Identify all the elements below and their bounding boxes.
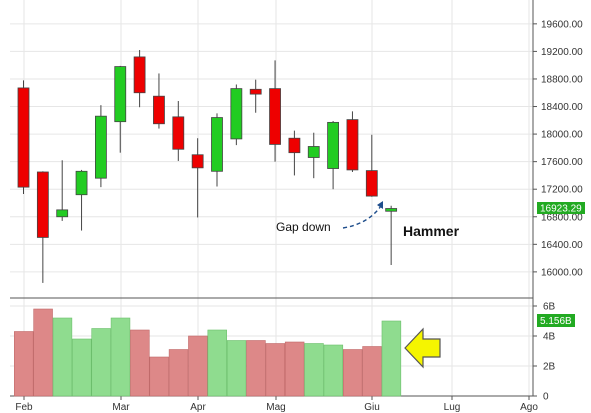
volume-bar <box>362 346 382 397</box>
volume-bar <box>91 328 111 397</box>
candle-body <box>288 137 301 154</box>
volume-bar <box>381 320 402 397</box>
volume-series <box>14 308 402 397</box>
volume-bar <box>342 349 363 397</box>
axes-frame <box>10 0 534 397</box>
candle-body <box>75 170 88 196</box>
candle-body <box>17 87 30 188</box>
volume-axis: 0 2B 4B 6B <box>533 302 556 403</box>
volume-bar <box>14 331 34 397</box>
volume-bar <box>226 340 247 397</box>
price-tick-label: 17200.00 <box>541 185 583 196</box>
last-price-label: 16923.29 <box>540 204 582 215</box>
time-tick-label: Mar <box>112 402 130 413</box>
volume-bar <box>304 343 324 397</box>
candle-body <box>95 115 107 179</box>
hammer-label: Hammer <box>403 223 460 239</box>
time-tick-label: Apr <box>190 402 206 413</box>
gap-down-label: Gap down <box>276 220 331 234</box>
volume-bar <box>284 341 305 397</box>
candle-body <box>269 88 281 145</box>
volume-bar <box>130 329 150 397</box>
candle-body <box>172 116 185 150</box>
candle-body <box>249 88 262 95</box>
volume-tick-label: 4B <box>543 332 556 343</box>
volume-bar <box>72 338 92 397</box>
price-tick-label: 19200.00 <box>541 47 583 58</box>
volume-bar <box>168 349 189 397</box>
price-tick-label: 16400.00 <box>541 240 583 251</box>
volume-tick-label: 6B <box>543 302 556 313</box>
candle-body <box>114 66 127 123</box>
candle-body <box>56 209 69 218</box>
time-tick-label: Mag <box>266 402 285 413</box>
volume-tick-label: 2B <box>543 362 556 373</box>
gap-arrow <box>342 205 382 229</box>
time-tick-label: Lug <box>444 402 461 413</box>
volume-bar <box>110 317 131 397</box>
time-tick-label: Giu <box>364 402 380 413</box>
time-tick-label: Feb <box>15 402 33 413</box>
price-tick-label: 18000.00 <box>541 130 583 141</box>
price-tick-label: 18800.00 <box>541 74 583 85</box>
volume-bar <box>323 344 344 397</box>
grid <box>10 0 533 397</box>
time-tick-label: Ago <box>520 402 538 413</box>
price-tick-label: 17600.00 <box>541 157 583 168</box>
candle-body <box>36 171 49 238</box>
last-volume-badge-bg <box>537 314 575 327</box>
time-axis: Feb Mar Apr Mag Giu Lug Ago <box>15 396 538 413</box>
price-tick-label: 16800.00 <box>541 212 583 223</box>
volume-bar <box>52 317 73 397</box>
candle-body <box>327 121 340 169</box>
volume-tick-label: 0 <box>543 392 549 403</box>
volume-bar <box>188 335 208 397</box>
last-price-badge-bg <box>537 202 585 214</box>
candle-body <box>385 208 398 212</box>
candle-body <box>307 146 320 158</box>
volume-bar <box>265 343 286 397</box>
candle-body <box>153 95 165 125</box>
last-price-badge: 16923.29 <box>537 202 585 215</box>
volume-bar <box>207 329 227 397</box>
candle-body <box>191 154 204 169</box>
candle-body <box>230 88 243 140</box>
candle-body <box>365 170 378 197</box>
volume-bar <box>246 340 266 397</box>
candle-series <box>17 50 398 283</box>
price-tick-label: 18400.00 <box>541 102 583 113</box>
candle-body <box>133 56 146 94</box>
price-tick-label: 19600.00 <box>541 19 583 30</box>
candle-body <box>346 119 359 171</box>
volume-bar <box>149 356 169 397</box>
volume-bar <box>33 308 53 397</box>
candle-body <box>211 117 223 172</box>
last-volume-label: 5.156B <box>540 316 572 327</box>
yellow-arrow-icon <box>404 327 441 369</box>
gap-arrow-head <box>377 201 383 209</box>
price-axis: 16000.00 16400.00 16800.00 17200.00 17600.00… <box>533 19 583 278</box>
price-tick-label: 16000.00 <box>541 267 583 278</box>
last-volume-badge: 5.156B <box>537 314 575 327</box>
